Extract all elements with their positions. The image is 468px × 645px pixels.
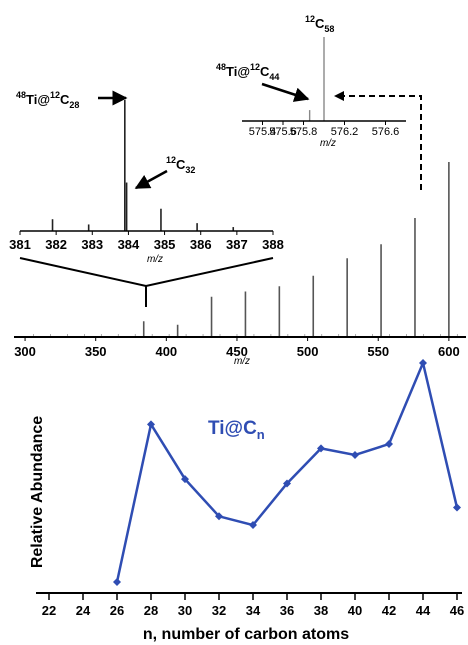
inset-1-peak-b-label: 12C32 [166, 155, 195, 175]
inset-1-ticks: 381 382 383 384 385 386 387 388 [9, 231, 284, 252]
abundance-chart: 22 24 26 28 30 32 34 36 38 40 42 44 46 n, number of … [29, 358, 464, 643]
abundance-tick-label-8: 38 [314, 603, 328, 618]
inset-1-peak-a-label: 48Ti@12C28 [16, 90, 79, 110]
inset-1-tick-label-3: 384 [118, 237, 140, 252]
abundance-point-9 [419, 359, 427, 367]
abundance-point-10 [453, 503, 461, 512]
abundance-tick-label-4: 30 [178, 603, 192, 618]
inset-2-tick-label-1: 575.6 [269, 126, 297, 138]
inset-1-tick-label-2: 383 [81, 237, 103, 252]
inset-2-connector-arrowhead [334, 91, 344, 101]
inset-1-peak-b-arrow [134, 169, 168, 190]
abundance-tick-label-12: 46 [450, 603, 464, 618]
inset-1-tick-label-6: 387 [226, 237, 248, 252]
abundance-tick-label-10: 42 [382, 603, 396, 618]
abundance-tick-label-11: 44 [416, 603, 431, 618]
inset-1-x-label: m/z [147, 254, 163, 265]
main-spectrum-tick-label-0: 300 [14, 344, 36, 359]
abundance-point-5 [283, 479, 291, 488]
inset-2-peaks [308, 37, 325, 121]
abundance-point-2 [181, 475, 189, 484]
inset-2-tick-label-0: 575.4 [249, 126, 277, 138]
abundance-tick-label-9: 40 [348, 603, 362, 618]
abundance-y-title: Relative Abundance [29, 416, 46, 568]
abundance-tick-label-5: 32 [212, 603, 226, 618]
abundance-point-1 [147, 420, 155, 429]
abundance-point-3 [215, 512, 223, 521]
main-spectrum-tick-label-5: 550 [367, 344, 389, 359]
main-spectrum-tick-label-2: 400 [155, 344, 177, 359]
inset-2-tick-label-4: 576.6 [372, 126, 400, 138]
abundance-point-4 [249, 521, 257, 530]
inset-1: 381 382 383 384 385 386 387 388 m/z 48Ti@12C28 … [9, 90, 284, 307]
main-spectrum: 300 350 400 450 500 550 600 m/z [14, 162, 466, 367]
abundance-series-line [115, 358, 459, 583]
abundance-point-8 [385, 440, 393, 449]
main-spectrum-x-label: m/z [234, 356, 250, 367]
inset-2-tick-label-3: 576.2 [331, 126, 359, 138]
abundance-tick-label-3: 28 [144, 603, 158, 618]
inset-1-tick-label-4: 385 [154, 237, 176, 252]
abundance-series-points [113, 359, 461, 586]
abundance-ticks: 22 24 26 28 30 32 34 36 38 40 42 44 46 [42, 593, 464, 618]
abundance-point-0 [113, 578, 121, 586]
inset-2-peak-a-label: 48Ti@12C44 [216, 62, 279, 82]
inset-2-connector [340, 95, 422, 190]
abundance-point-6 [317, 444, 325, 453]
inset-1-tick-label-7: 388 [262, 237, 284, 252]
abundance-tick-label-6: 34 [246, 603, 261, 618]
abundance-tick-label-1: 24 [76, 603, 91, 618]
main-spectrum-tick-label-6: 600 [438, 344, 460, 359]
inset-1-tick-label-0: 381 [9, 237, 31, 252]
inset-1-tick-label-5: 386 [190, 237, 212, 252]
inset-1-peaks [51, 100, 235, 231]
main-spectrum-tick-label-4: 500 [297, 344, 319, 359]
abundance-tick-label-7: 36 [280, 603, 294, 618]
main-spectrum-tick-label-3: 450 [226, 344, 248, 359]
inset-2-peak-a-arrow [261, 82, 310, 102]
inset-1-tick-label-1: 382 [45, 237, 67, 252]
abundance-tick-label-2: 26 [110, 603, 124, 618]
main-spectrum-peaks [33, 162, 458, 337]
abundance-x-title: n, number of carbon atoms [143, 626, 349, 643]
main-spectrum-tick-label-1: 350 [85, 344, 107, 359]
main-spectrum-ticks: 300 350 400 450 500 550 600 [14, 337, 460, 359]
abundance-point-7 [351, 450, 359, 459]
abundance-series-label: Ti@Cn [208, 418, 265, 442]
inset-2-tick-label-2: 575.8 [290, 126, 318, 138]
inset-2-peak-b-label: 12C58 [305, 14, 334, 34]
inset-2-x-label: m/z [320, 138, 336, 149]
abundance-tick-label-0: 22 [42, 603, 56, 618]
